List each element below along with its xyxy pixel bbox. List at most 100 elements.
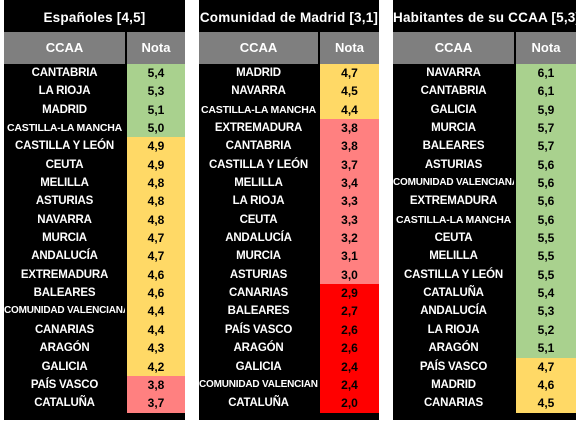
- ccaa-name: MURCIA: [42, 232, 87, 245]
- ccaa-name: COMUNIDAD VALENCIANA: [393, 177, 514, 189]
- table-row: MURCIA 3,1: [199, 247, 379, 266]
- nota-cell: 5,6: [516, 192, 576, 211]
- nota-cell: 5,3: [127, 82, 185, 101]
- ccaa-name: ANDALUCÍA: [225, 232, 292, 245]
- nota-cell: 2,9: [320, 284, 379, 303]
- nota-cell: 5,0: [127, 119, 185, 138]
- nota-cell: 4,6: [127, 284, 185, 303]
- ccaa-name: LA RIOJA: [427, 323, 480, 336]
- col-header-ccaa: CCAA: [45, 40, 84, 55]
- nota-cell: 4,3: [127, 339, 185, 358]
- ccaa-name: EXTREMADURA: [20, 268, 109, 281]
- table-row: ASTURIAS 3,0: [199, 265, 379, 285]
- ccaa-name: GALICIA: [41, 360, 88, 373]
- table-title: Españoles [4,5]: [43, 10, 146, 25]
- nota-cell: 5,3: [516, 302, 576, 321]
- nota-cell: 5,5: [516, 265, 576, 285]
- nota-cell: 2,0: [320, 394, 379, 413]
- table-row: MADRID 4,7: [199, 64, 379, 83]
- ccaa-name: LA RIOJA: [38, 85, 91, 98]
- table-row: CANTABRIA 3,8: [199, 137, 379, 156]
- nota-cell: 5,6: [516, 210, 576, 230]
- table-row: GALICIA 2,4: [199, 357, 379, 376]
- nota-cell: 5,4: [127, 64, 185, 83]
- table-row: CASTILLA Y LEÓN 3,7: [199, 155, 379, 175]
- table-row: MADRID 5,1: [4, 100, 185, 120]
- ccaa-name: MELILLA: [234, 177, 283, 190]
- nota-cell: 5,1: [516, 339, 576, 358]
- ccaa-name: CASTILLA-LA MANCHA: [396, 213, 511, 226]
- table-header: CCAA Nota: [393, 32, 576, 64]
- nota-cell: 2,6: [320, 320, 379, 340]
- table-row: COMUNIDAD VALENCIANA 4,4: [4, 302, 185, 321]
- ccaa-name: NAVARRA: [426, 67, 481, 79]
- table-row: CATALUÑA 2,0: [199, 394, 379, 413]
- table-row: CASTILLA-LA MANCHA 5,6: [393, 210, 576, 230]
- table-row: CASTILLA-LA MANCHA 4,4: [199, 100, 379, 120]
- ccaa-name: ARAGÓN: [233, 342, 284, 355]
- ccaa-name: CANARIAS: [423, 397, 484, 410]
- nota-cell: 5,5: [516, 247, 576, 266]
- table-row: PAÍS VASCO 2,6: [199, 320, 379, 340]
- ccaa-name: NAVARRA: [37, 213, 92, 226]
- nota-cell: 3,7: [320, 155, 379, 175]
- ccaa-name: EXTREMADURA: [214, 122, 303, 135]
- nota-cell: 5,6: [516, 174, 576, 193]
- table-row: CATALUÑA 5,4: [393, 284, 576, 303]
- nota-cell: 3,4: [320, 174, 379, 193]
- nota-cell: 4,4: [320, 100, 379, 120]
- ccaa-name: GALICIA: [235, 360, 282, 373]
- table-row: BALEARES 5,7: [393, 137, 576, 156]
- ccaa-name: GALICIA: [430, 103, 477, 116]
- ccaa-name: MADRID: [431, 378, 476, 391]
- ccaa-name: COMUNIDAD VALENCIANA: [4, 305, 125, 317]
- nota-cell: 4,6: [516, 375, 576, 395]
- ccaa-name: LA RIOJA: [232, 195, 285, 208]
- table-row: ANDALUCÍA 5,3: [393, 302, 576, 321]
- ccaa-name: ANDALUCÍA: [420, 305, 487, 318]
- ccaa-name: CANARIAS: [228, 287, 289, 300]
- ccaa-name: MURCIA: [431, 122, 476, 135]
- table-title: Comunidad de Madrid [3,1]: [199, 10, 379, 25]
- nota-cell: 2,6: [320, 339, 379, 358]
- ccaa-name: PAÍS VASCO: [30, 378, 99, 391]
- nota-cell: 3,3: [320, 210, 379, 230]
- nota-cell: 4,8: [127, 174, 185, 193]
- nota-cell: 5,7: [516, 137, 576, 156]
- nota-cell: 5,6: [516, 155, 576, 175]
- col-header-ccaa: CCAA: [239, 40, 278, 55]
- ccaa-name: MELILLA: [40, 177, 89, 190]
- table-body: NAVARRA 6,1 CANTABRIA 6,1 GALICIA 5,9 MURCIA 5,…: [393, 64, 576, 413]
- nota-cell: 4,4: [127, 302, 185, 321]
- nota-cell: 3,7: [127, 394, 185, 413]
- ccaa-name: CEUTA: [239, 213, 278, 226]
- nota-cell: 5,7: [516, 119, 576, 138]
- table-espanoles: Españoles [4,5] CCAA Nota CANTABRIA 5,4 LA…: [4, 0, 185, 420]
- table-row: CANTABRIA 5,4: [4, 64, 185, 83]
- table-row: PAÍS VASCO 4,7: [393, 357, 576, 376]
- table-row: EXTREMADURA 5,6: [393, 192, 576, 211]
- table-row: BALEARES 4,6: [4, 284, 185, 303]
- table-body: MADRID 4,7 NAVARRA 4,5 CASTILLA-LA MANCHA 4,4…: [199, 64, 379, 413]
- table-row: CANTABRIA 6,1: [393, 82, 576, 101]
- nota-cell: 3,8: [320, 119, 379, 138]
- table-row: CANARIAS 2,9: [199, 284, 379, 303]
- table-row: CEUTA 4,9: [4, 155, 185, 175]
- table-row: PAÍS VASCO 3,8: [4, 375, 185, 395]
- ccaa-name: CASTILLA-LA MANCHA: [7, 122, 122, 135]
- ccaa-name: MADRID: [236, 67, 281, 79]
- table-row: NAVARRA 4,8: [4, 210, 185, 230]
- ccaa-name: CEUTA: [434, 232, 473, 245]
- table-row: ARAGÓN 2,6: [199, 339, 379, 358]
- ccaa-name: PAÍS VASCO: [419, 360, 488, 373]
- ccaa-name: CASTILLA Y LEÓN: [208, 158, 309, 171]
- nota-cell: 4,7: [516, 357, 576, 376]
- table-row: ASTURIAS 5,6: [393, 155, 576, 175]
- table-row: LA RIOJA 5,2: [393, 320, 576, 340]
- nota-cell: 5,1: [127, 100, 185, 120]
- table-body: CANTABRIA 5,4 LA RIOJA 5,3 MADRID 5,1 CASTILLA…: [4, 64, 185, 413]
- table-row: COMUNIDAD VALENCIANA 2,4: [199, 375, 379, 395]
- nota-cell: 4,2: [127, 357, 185, 376]
- nota-cell: 3,1: [320, 247, 379, 266]
- nota-cell: 3,2: [320, 229, 379, 248]
